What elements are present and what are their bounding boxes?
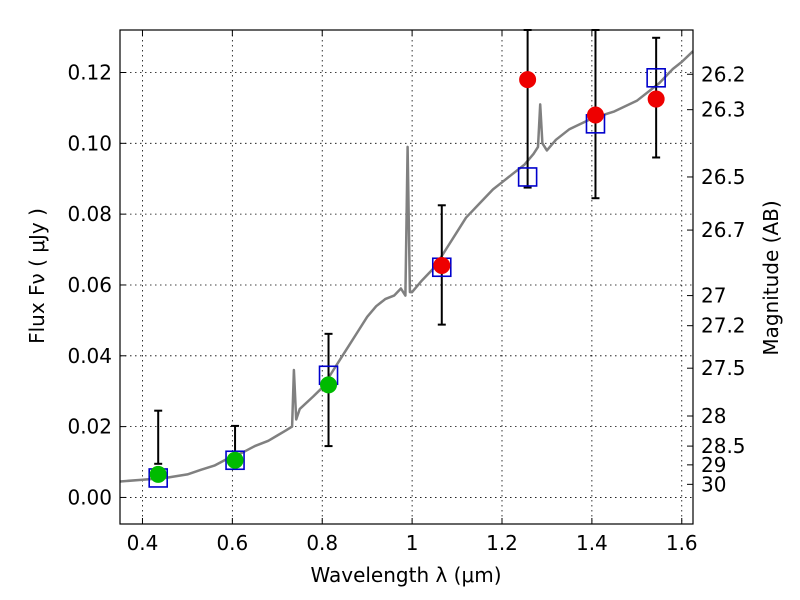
observed-point-marker <box>586 106 604 124</box>
right-tick-label: 26.7 <box>701 218 746 242</box>
y-tick-label: 0.04 <box>67 344 112 368</box>
model-square-marker <box>225 450 245 471</box>
x-tick-label: 0.6 <box>216 531 248 555</box>
tick-layer: 0.4 0.6 0.8 1 1.2 1.4 1.6 0.00 0.02 0.04 0.06 0.08 0… <box>67 30 746 555</box>
right-tick-label: 26.2 <box>701 62 746 86</box>
model-square-marker <box>517 167 538 187</box>
right-tick-label: 26.3 <box>701 98 746 122</box>
model-square-marker <box>646 68 666 88</box>
observed-point-marker <box>149 465 167 483</box>
plot-frame <box>119 29 694 525</box>
right-tick-label: 30 <box>701 472 726 496</box>
x-axis-label: Wavelength λ (μm) <box>310 563 501 587</box>
observed-point-marker <box>226 451 244 469</box>
observed-point-marker <box>519 71 537 89</box>
x-tick-label: 0.8 <box>306 531 338 555</box>
y-tick-label: 0.10 <box>67 131 112 155</box>
x-tick-label: 1.6 <box>666 531 698 555</box>
observed-point-marker <box>647 90 665 108</box>
right-tick-label: 27 <box>701 284 726 308</box>
x-tick-label: 0.4 <box>127 531 159 555</box>
right-axis-label: Magnitude (AB) <box>759 200 783 355</box>
y-tick-label: 0.08 <box>67 202 112 226</box>
observed-point-marker <box>433 256 451 274</box>
x-tick-label: 1.2 <box>486 531 518 555</box>
marker-layer <box>148 68 666 488</box>
right-tick-label: 27.2 <box>701 314 746 338</box>
right-tick-label: 28 <box>701 404 726 428</box>
right-tick-label: 27.5 <box>701 356 746 380</box>
y-axis-label: Flux Fν ( μJy ) <box>25 208 49 344</box>
x-tick-label: 1 <box>406 531 419 555</box>
spectrum-line <box>119 50 694 483</box>
right-tick-label: 28.5 <box>701 434 746 458</box>
spectrum-layer <box>119 50 694 483</box>
y-tick-label: 0.06 <box>67 273 112 297</box>
observed-point-marker <box>320 376 338 394</box>
right-tick-label: 26.5 <box>701 165 746 189</box>
y-tick-label: 0.12 <box>67 60 112 84</box>
y-tick-label: 0.00 <box>67 485 112 509</box>
right-tick-label: 29 <box>701 453 726 477</box>
x-tick-label: 1.4 <box>576 531 608 555</box>
y-tick-label: 0.02 <box>67 415 112 439</box>
